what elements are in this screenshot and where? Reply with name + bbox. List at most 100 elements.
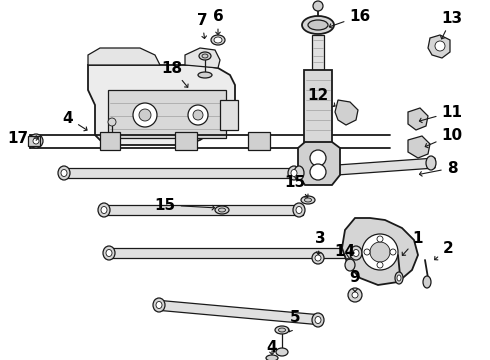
- Text: 4: 4: [267, 341, 277, 356]
- Circle shape: [139, 109, 151, 121]
- Circle shape: [108, 118, 116, 126]
- Polygon shape: [342, 218, 418, 285]
- Ellipse shape: [304, 198, 312, 202]
- Circle shape: [364, 249, 370, 255]
- Text: 16: 16: [329, 9, 370, 28]
- Text: 9: 9: [350, 270, 360, 292]
- Polygon shape: [408, 108, 428, 130]
- Ellipse shape: [350, 246, 362, 260]
- Circle shape: [310, 164, 326, 180]
- Text: 18: 18: [161, 60, 188, 87]
- Ellipse shape: [106, 249, 112, 257]
- Bar: [220, 100, 238, 130]
- Ellipse shape: [219, 208, 225, 212]
- Circle shape: [310, 150, 326, 166]
- Bar: [175, 132, 197, 150]
- Polygon shape: [428, 35, 450, 58]
- Ellipse shape: [312, 313, 324, 327]
- Circle shape: [377, 236, 383, 242]
- Polygon shape: [105, 248, 360, 258]
- Circle shape: [370, 242, 390, 262]
- Ellipse shape: [278, 328, 286, 332]
- Ellipse shape: [301, 196, 315, 204]
- Circle shape: [312, 252, 324, 264]
- Bar: [304, 70, 332, 150]
- Ellipse shape: [156, 302, 162, 309]
- Text: 12: 12: [307, 87, 335, 107]
- Ellipse shape: [302, 16, 334, 34]
- Ellipse shape: [58, 166, 70, 180]
- Circle shape: [133, 103, 157, 127]
- Text: 8: 8: [419, 161, 457, 176]
- Ellipse shape: [345, 259, 355, 271]
- Text: 15: 15: [284, 175, 308, 197]
- Text: 6: 6: [213, 9, 223, 35]
- Circle shape: [390, 249, 396, 255]
- Circle shape: [313, 1, 323, 11]
- Ellipse shape: [199, 52, 211, 60]
- Ellipse shape: [214, 37, 222, 43]
- Ellipse shape: [315, 316, 321, 324]
- Ellipse shape: [215, 206, 229, 214]
- Polygon shape: [60, 168, 298, 178]
- Polygon shape: [155, 300, 322, 325]
- Ellipse shape: [353, 249, 359, 257]
- Ellipse shape: [293, 203, 305, 217]
- Text: 15: 15: [154, 198, 215, 212]
- Circle shape: [377, 262, 383, 268]
- Bar: [28, 136, 40, 146]
- Polygon shape: [408, 136, 430, 158]
- Ellipse shape: [426, 156, 436, 170]
- Text: 5: 5: [288, 310, 300, 332]
- Circle shape: [315, 255, 321, 261]
- Ellipse shape: [423, 276, 431, 288]
- Text: 14: 14: [335, 244, 356, 260]
- Circle shape: [352, 292, 358, 298]
- Circle shape: [435, 41, 445, 51]
- Polygon shape: [335, 100, 358, 125]
- Ellipse shape: [211, 35, 225, 45]
- Polygon shape: [88, 48, 160, 65]
- Bar: [100, 132, 120, 150]
- Text: 11: 11: [419, 104, 463, 123]
- Ellipse shape: [198, 72, 212, 78]
- Bar: [248, 132, 270, 150]
- Circle shape: [348, 288, 362, 302]
- Text: 2: 2: [435, 240, 453, 260]
- Text: 3: 3: [315, 230, 325, 255]
- Ellipse shape: [288, 166, 300, 180]
- Circle shape: [29, 134, 43, 148]
- Text: 17: 17: [7, 131, 38, 145]
- Text: 4: 4: [63, 111, 87, 131]
- Ellipse shape: [275, 326, 289, 334]
- Ellipse shape: [202, 54, 208, 58]
- Ellipse shape: [101, 207, 107, 213]
- Polygon shape: [100, 205, 303, 215]
- Polygon shape: [298, 142, 340, 185]
- Ellipse shape: [308, 20, 328, 30]
- Polygon shape: [295, 158, 435, 178]
- Circle shape: [188, 105, 208, 125]
- Circle shape: [33, 138, 39, 144]
- Bar: [312, 35, 324, 70]
- Ellipse shape: [103, 246, 115, 260]
- Text: 7: 7: [196, 13, 207, 39]
- Ellipse shape: [395, 272, 403, 284]
- Ellipse shape: [153, 298, 165, 312]
- Text: 1: 1: [402, 230, 423, 255]
- Polygon shape: [185, 48, 220, 68]
- Ellipse shape: [294, 166, 304, 180]
- Text: 10: 10: [425, 127, 463, 148]
- Ellipse shape: [266, 355, 278, 360]
- Ellipse shape: [296, 207, 302, 213]
- Ellipse shape: [291, 170, 297, 176]
- Polygon shape: [88, 65, 235, 145]
- Circle shape: [193, 110, 203, 120]
- Ellipse shape: [276, 348, 288, 356]
- Circle shape: [362, 234, 398, 270]
- Text: 13: 13: [441, 10, 463, 39]
- Ellipse shape: [397, 275, 401, 281]
- Ellipse shape: [98, 203, 110, 217]
- Bar: [108, 90, 226, 138]
- Ellipse shape: [61, 170, 67, 176]
